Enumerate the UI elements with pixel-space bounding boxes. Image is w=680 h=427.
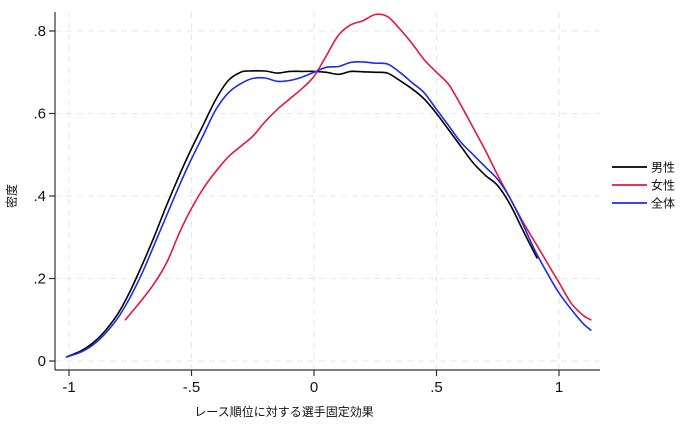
y-tick-label: 0 <box>38 353 46 370</box>
y-tick-label: .4 <box>33 188 46 205</box>
x-tick-label: 0 <box>310 379 318 396</box>
x-tick-label: -.5 <box>183 379 201 396</box>
grid-lines <box>55 12 600 370</box>
y-axis-ticks: 0 .2 .4 .6 .8 <box>33 23 55 370</box>
series-lines <box>65 13 592 358</box>
legend-label: 全体 <box>651 196 675 211</box>
legend-label: 男性 <box>651 161 675 175</box>
legend-label: 女性 <box>651 178 675 193</box>
series-line-男性 <box>65 70 538 358</box>
y-axis-title: 密度 <box>4 184 19 208</box>
series-line-全体 <box>65 61 592 358</box>
legend-item: 女性 <box>612 178 675 193</box>
y-tick-label: .2 <box>33 271 46 288</box>
legend-item: 全体 <box>612 196 675 211</box>
y-tick-label: .6 <box>33 106 46 123</box>
x-tick-label: .5 <box>430 379 443 396</box>
x-tick-label: 1 <box>555 379 563 396</box>
axes <box>54 12 600 371</box>
series-line-女性 <box>124 13 592 321</box>
y-tick-label: .8 <box>33 23 46 40</box>
x-tick-label: -1 <box>62 379 75 396</box>
x-axis-title: レース順位に対する選手固定効果 <box>194 404 373 419</box>
legend-item: 男性 <box>612 161 675 175</box>
x-axis-ticks: -1 -.5 0 .5 1 <box>62 370 563 396</box>
